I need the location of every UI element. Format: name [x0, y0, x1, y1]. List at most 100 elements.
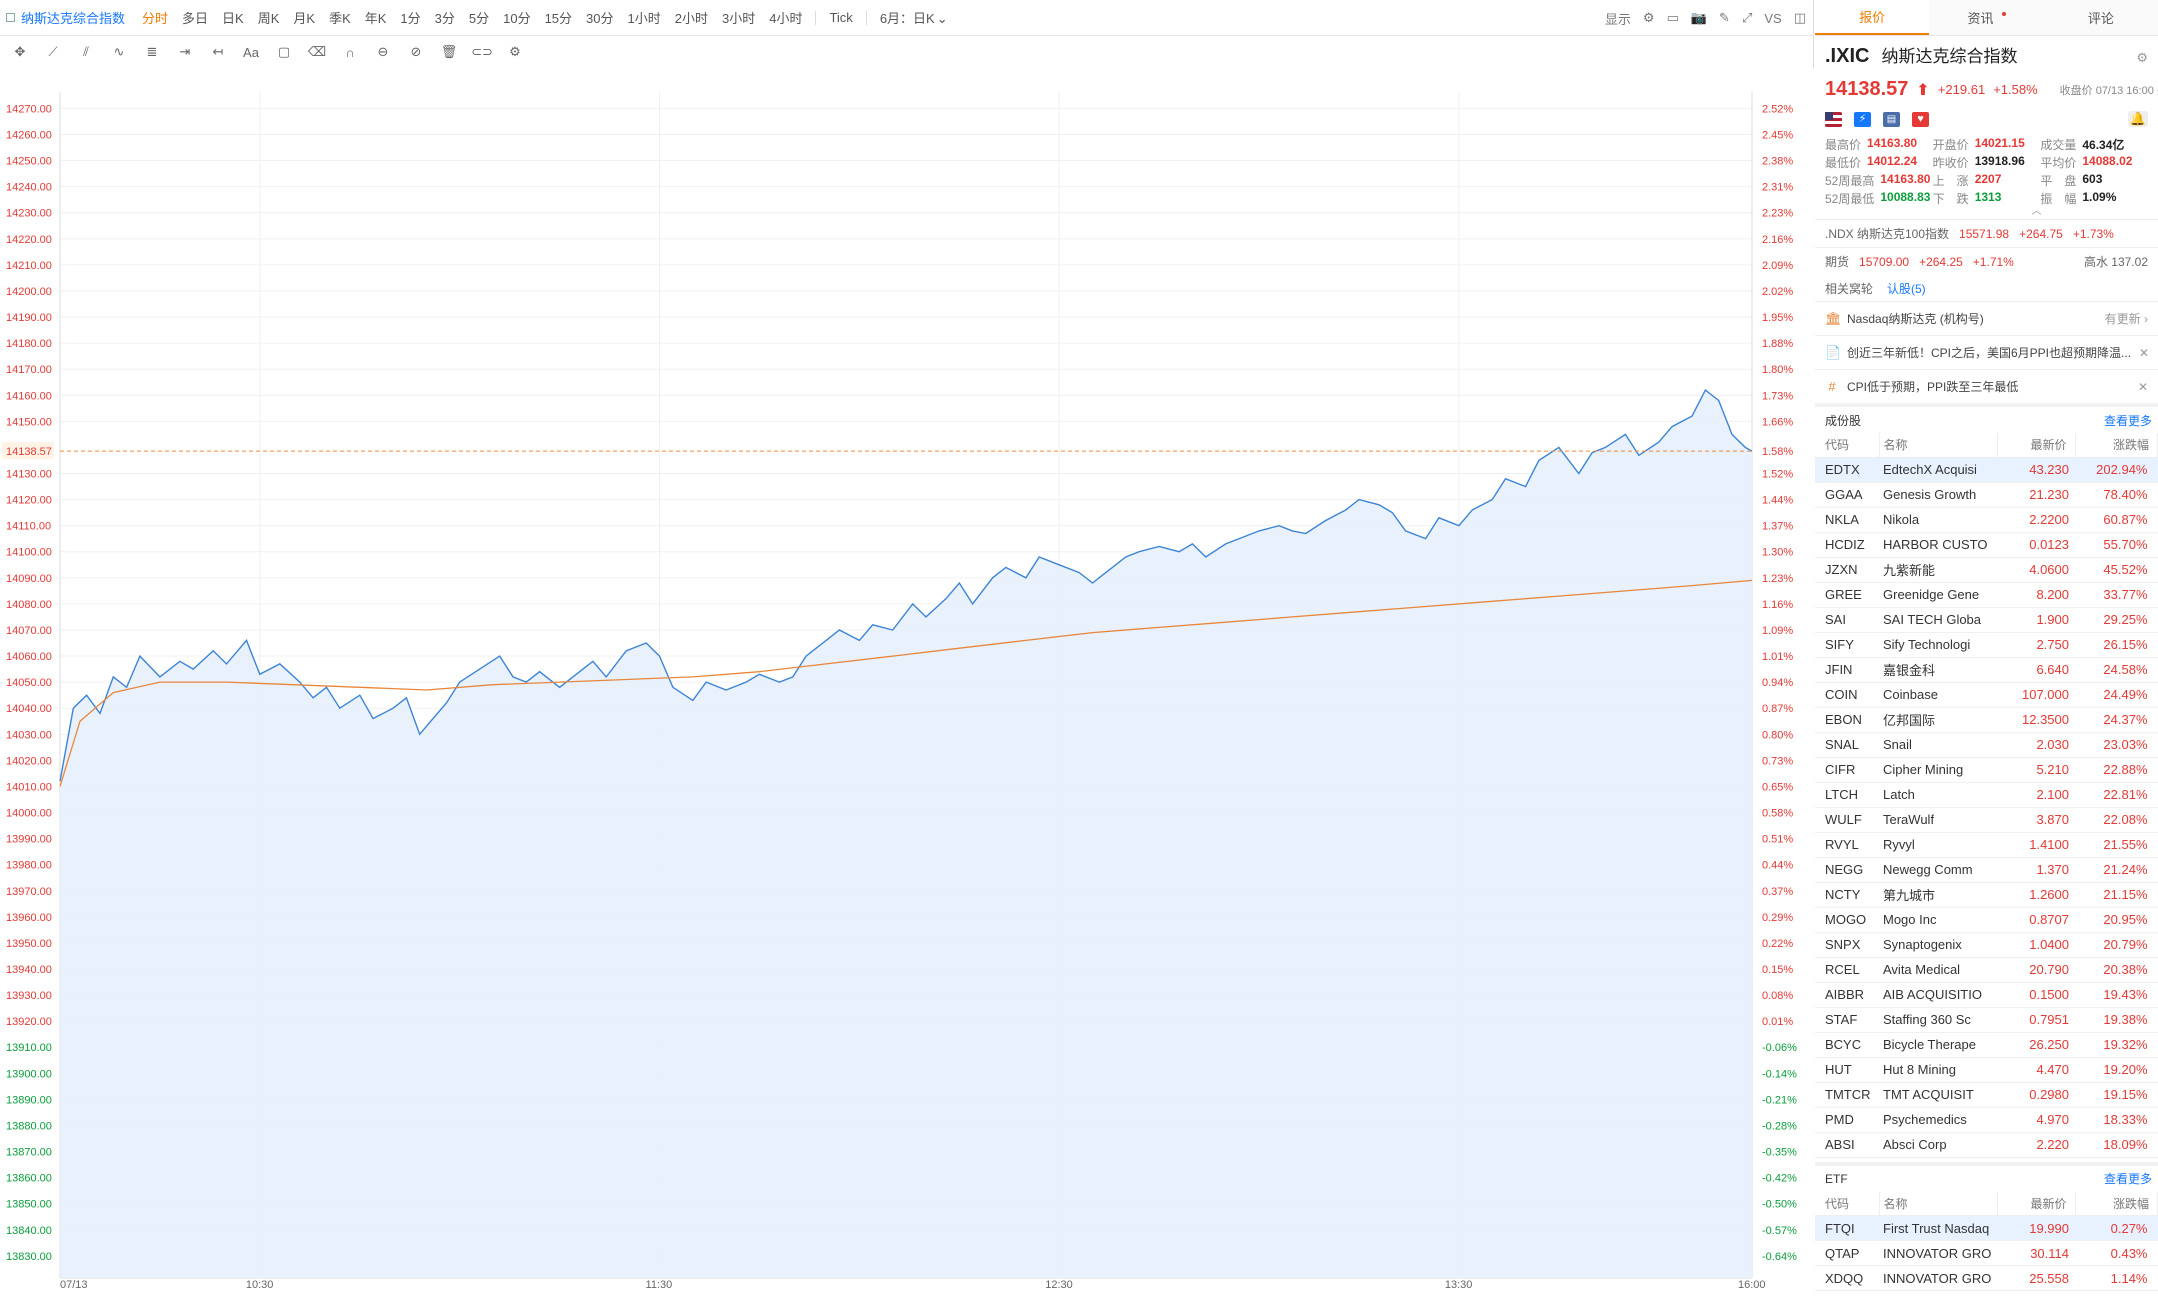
table-row[interactable]: SNAL Snail 2.030 23.03%	[1815, 732, 2158, 758]
document-icon[interactable]: ▤	[1883, 111, 1900, 127]
period-14[interactable]: 2小时	[674, 11, 708, 26]
lightning-icon[interactable]: ⚡	[1854, 111, 1871, 127]
news-item[interactable]: 📄 创近三年新低！CPI之后，美国6月PPI也超预期降温... ✕	[1815, 335, 2158, 369]
table-row[interactable]: EBON 亿邦国际 12.3500 24.37%	[1815, 707, 2158, 733]
column-header[interactable]: 涨跌幅	[2075, 1191, 2158, 1216]
period-5[interactable]: 季K	[329, 11, 351, 26]
table-row[interactable]: SIFY Sify Technologi 2.750 26.15%	[1815, 632, 2158, 658]
table-row[interactable]: MOGO Mogo Inc 0.8707 20.95%	[1815, 907, 2158, 933]
table-row[interactable]: CIFR Cipher Mining 5.210 22.88%	[1815, 757, 2158, 783]
table-row[interactable]: TMTCR TMT ACQUISIT 0.2980 19.15%	[1815, 1082, 2158, 1108]
table-row[interactable]: GGAA Genesis Growth 21.230 78.40%	[1815, 482, 2158, 508]
table-row[interactable]: QTAP INNOVATOR GRO 30.114 0.43%	[1815, 1240, 2158, 1266]
note-icon[interactable]: ▢	[277, 44, 291, 59]
period-17[interactable]: Tick	[829, 10, 853, 25]
news-item[interactable]: 🏛 Nasdaq纳斯达克 (机构号) 有更新 ›	[1815, 301, 2158, 335]
panel-settings-icon[interactable]: ⚙	[2136, 50, 2148, 65]
measure-icon[interactable]: ⇥	[179, 44, 191, 59]
news-action[interactable]: ✕	[2139, 345, 2150, 360]
wave-icon[interactable]: ∿	[113, 44, 125, 59]
table-row[interactable]: PMD Psychemedics 4.970 18.33%	[1815, 1107, 2158, 1133]
news-action[interactable]: ✕	[2137, 379, 2148, 394]
fibonacci-icon[interactable]: ≣	[146, 44, 158, 59]
warrants-link[interactable]: 相关窝轮	[1825, 281, 1874, 296]
period-12[interactable]: 30分	[586, 11, 614, 26]
table-row[interactable]: WULF TeraWulf 3.870 22.08%	[1815, 807, 2158, 833]
table-row[interactable]: JFIN 嘉银金科 6.640 24.58%	[1815, 657, 2158, 683]
table-row[interactable]: BCYC Bicycle Therape 26.250 19.32%	[1815, 1032, 2158, 1058]
channel-icon[interactable]: ⫽	[83, 44, 89, 59]
tab-news[interactable]: 资讯	[1929, 0, 2043, 35]
etf-more-link[interactable]: 查看更多	[2103, 1172, 2152, 1186]
table-row[interactable]: HCDIZ HARBOR CUSTO 0.0123 55.70%	[1815, 532, 2158, 558]
period-10[interactable]: 10分	[503, 11, 531, 26]
table-row[interactable]: RCEL Avita Medical 20.790 20.38%	[1815, 957, 2158, 983]
futures-line[interactable]: 期货 15709.00 +264.25 +1.71% 高水 137.02	[1815, 247, 2158, 275]
news-action[interactable]: 有更新 ›	[2104, 312, 2148, 326]
table-row[interactable]: RVYL Ryvyl 1.4100 21.55%	[1815, 832, 2158, 858]
period-3[interactable]: 周K	[257, 11, 280, 26]
tab-quote[interactable]: 报价	[1815, 0, 1930, 35]
intraday-chart[interactable]: 14270.00 2.52% 14260.00 2.45% 14250.00 2.38% 1…	[0, 68, 1872, 1297]
arrow-icon[interactable]: ↤	[212, 44, 224, 59]
column-header[interactable]: 代码	[1815, 433, 1880, 458]
period-9[interactable]: 5分	[468, 11, 490, 26]
table-row[interactable]: FTQI First Trust Nasdaq 19.990 0.27%	[1815, 1215, 2158, 1241]
period-15[interactable]: 3小时	[721, 11, 756, 26]
table-row[interactable]: SNPX Synaptogenix 1.0400 20.79%	[1815, 932, 2158, 958]
period-18[interactable]: 6月：日K	[880, 8, 948, 27]
crosshair-icon[interactable]: ✥	[14, 44, 26, 59]
table-row[interactable]: EDTX EdtechX Acquisi 43.230 202.94%	[1815, 457, 2158, 483]
table-row[interactable]: ABSI Absci Corp 2.220 18.09%	[1815, 1132, 2158, 1158]
news-item[interactable]: # CPI低于预期，PPI跌至三年最低 ✕	[1815, 369, 2158, 403]
period-11[interactable]: 15分	[544, 11, 573, 26]
table-row[interactable]: AIBBR AIB ACQUISITIO 0.1500 19.43%	[1815, 982, 2158, 1008]
subscriptions-link[interactable]: 认股(5)	[1887, 281, 1926, 296]
eraser-icon[interactable]: ⌫	[307, 44, 327, 59]
period-1[interactable]: 多日	[182, 11, 209, 26]
camera-icon[interactable]: 📷	[1690, 10, 1708, 25]
layout-icon[interactable]: ▭	[1666, 10, 1679, 25]
ndx-line[interactable]: .NDX 纳斯达克100指数 15571.98 +264.75 +1.73%	[1815, 219, 2158, 247]
alert-bell-icon[interactable]: 🔔	[2127, 111, 2148, 127]
text-icon[interactable]: Aa	[243, 44, 259, 60]
index-selector[interactable]: 纳斯达克综合指数	[6, 8, 125, 27]
tab-comments[interactable]: 评论	[2087, 11, 2114, 26]
table-row[interactable]: SAI SAI TECH Globa 1.900 29.25%	[1815, 607, 2158, 633]
hide-icon[interactable]: ⊘	[410, 44, 422, 59]
link-icon[interactable]: ⊂⊃	[471, 44, 493, 59]
magnet-icon[interactable]: ∩	[345, 44, 355, 60]
components-more-link[interactable]: 查看更多	[2103, 413, 2152, 428]
column-header[interactable]: 名称	[1879, 1191, 1998, 1216]
period-0[interactable]: 分时	[142, 11, 169, 26]
table-row[interactable]: NCTY 第九城市 1.2600 21.15%	[1815, 882, 2158, 908]
period-16[interactable]: 4小时	[769, 11, 803, 26]
table-row[interactable]: COIN Coinbase 107.000 24.49%	[1815, 682, 2158, 708]
compare-vs-button[interactable]: VS	[1764, 10, 1782, 26]
draw-settings-icon[interactable]: ⚙	[509, 44, 521, 59]
collapse-icon[interactable]: ︿	[2031, 206, 2042, 217]
settings-icon[interactable]: ⚙	[1642, 10, 1655, 25]
column-header[interactable]: 代码	[1815, 1191, 1880, 1216]
column-header[interactable]: 涨跌幅	[2075, 433, 2158, 458]
table-row[interactable]: NEGG Newegg Comm 1.370 21.24%	[1815, 857, 2158, 883]
period-13[interactable]: 1小时	[627, 11, 661, 26]
trash-icon[interactable]: 🗑	[440, 44, 458, 59]
column-header[interactable]: 最新价	[1997, 433, 2076, 458]
display-menu[interactable]: 显示	[1604, 11, 1631, 27]
period-6[interactable]: 年K	[364, 11, 387, 26]
table-row[interactable]: XDQQ INNOVATOR GRO 25.558 1.14%	[1815, 1265, 2158, 1291]
chart-svg[interactable]: 14270.00 2.52% 14260.00 2.45% 14250.00 2.38% 1…	[0, 68, 1872, 1297]
draw-pen-icon[interactable]: ✎	[1719, 10, 1730, 25]
fullscreen-icon[interactable]: ⤢	[1741, 10, 1753, 25]
period-8[interactable]: 3分	[434, 11, 455, 26]
period-7[interactable]: 1分	[400, 11, 421, 26]
period-4[interactable]: 月K	[293, 11, 316, 26]
favorite-heart-icon[interactable]: ♥	[1912, 111, 1929, 127]
column-header[interactable]: 名称	[1879, 433, 1998, 458]
table-row[interactable]: STAF Staffing 360 Sc 0.7951 19.38%	[1815, 1007, 2158, 1033]
table-row[interactable]: GREE Greenidge Gene 8.200 33.77%	[1815, 582, 2158, 608]
table-row[interactable]: HUT Hut 8 Mining 4.470 19.20%	[1815, 1057, 2158, 1083]
column-header[interactable]: 最新价	[1997, 1191, 2076, 1216]
lock-icon[interactable]: ⊖	[377, 44, 389, 59]
